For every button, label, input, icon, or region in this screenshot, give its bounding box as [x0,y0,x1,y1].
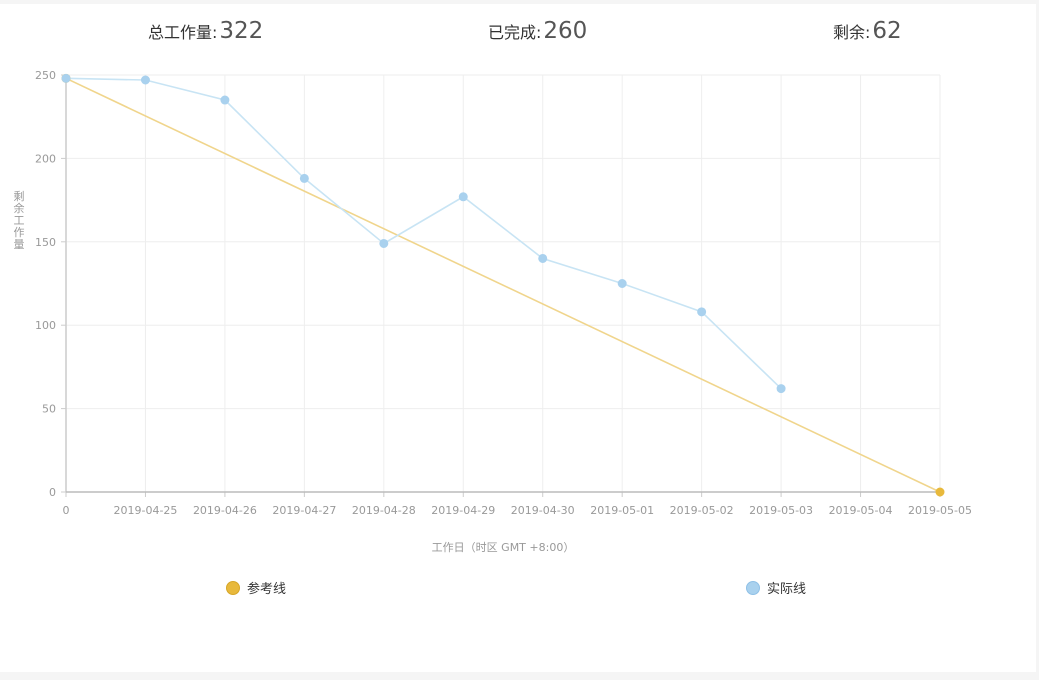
x-axis-title: 工作日（时区 GMT +8:00） [432,541,575,554]
x-tick-label: 2019-05-01 [590,504,654,517]
remaining-stat: 剩余: 62 [833,18,902,52]
series-1-point[interactable] [140,75,150,85]
y-tick-label: 250 [35,69,56,82]
series-1-point[interactable] [220,95,230,105]
series-1-point[interactable] [379,238,389,248]
completed-label: 已完成: [488,23,542,42]
series-1-point[interactable] [61,73,71,83]
completed-value: 260 [543,18,588,44]
x-tick-label: 2019-05-02 [670,504,734,517]
x-tick-label: 2019-04-27 [272,504,336,517]
x-tick-label: 2019-04-25 [113,504,177,517]
y-axis-title: 剩余工作量 [14,190,25,251]
legend-actual-marker-icon [746,580,760,595]
series-0-point[interactable] [935,487,945,497]
y-tick-label: 0 [49,486,56,499]
chart-panel: 总工作量: 322 已完成: 260 剩余: 62 [0,4,1036,672]
legend-reference-label: 参考线 [247,582,287,597]
y-tick-label: 100 [35,319,56,332]
series-1-point[interactable] [538,253,548,263]
y-tick-label: 150 [35,236,56,249]
x-tick-label: 2019-04-30 [511,504,575,517]
x-tick-label: 2019-04-28 [352,504,416,517]
legend-reference-marker-icon [226,580,240,595]
total-workload-label: 总工作量: [148,23,218,42]
series [61,73,945,497]
series-line-0 [65,77,941,493]
x-tick-label: 2019-04-29 [431,504,495,517]
summary-bar: 总工作量: 322 已完成: 260 剩余: 62 [0,4,1036,64]
legend-item-reference[interactable]: 参考线 [226,578,286,597]
series-line-1 [65,77,782,390]
completed-stat: 已完成: 260 [488,18,587,52]
y-tick-label: 200 [35,152,56,165]
remaining-value: 62 [872,18,902,44]
series-1-point[interactable] [776,384,786,394]
x-tick-label: 0 [63,504,70,517]
legend-item-actual[interactable]: 实际线 [746,578,806,597]
x-tick-label: 2019-05-03 [749,504,813,517]
x-tick-label: 2019-05-05 [908,504,972,517]
x-tick-label: 2019-04-26 [193,504,257,517]
total-workload-value: 322 [219,18,264,44]
x-tick-label: 2019-05-04 [829,504,893,517]
y-tick-label: 50 [42,403,56,416]
series-1-point[interactable] [617,279,627,288]
legend-actual-label: 实际线 [767,582,807,597]
series-1-point[interactable] [697,307,707,317]
axes: 0 50 100 150 200 250 0 2019-04-25 2019-04-26 2019… [35,69,972,517]
remaining-label: 剩余: [833,23,871,42]
series-1-point[interactable] [299,173,309,183]
series-1-point[interactable] [458,192,468,202]
total-workload-stat: 总工作量: 322 [148,18,263,52]
